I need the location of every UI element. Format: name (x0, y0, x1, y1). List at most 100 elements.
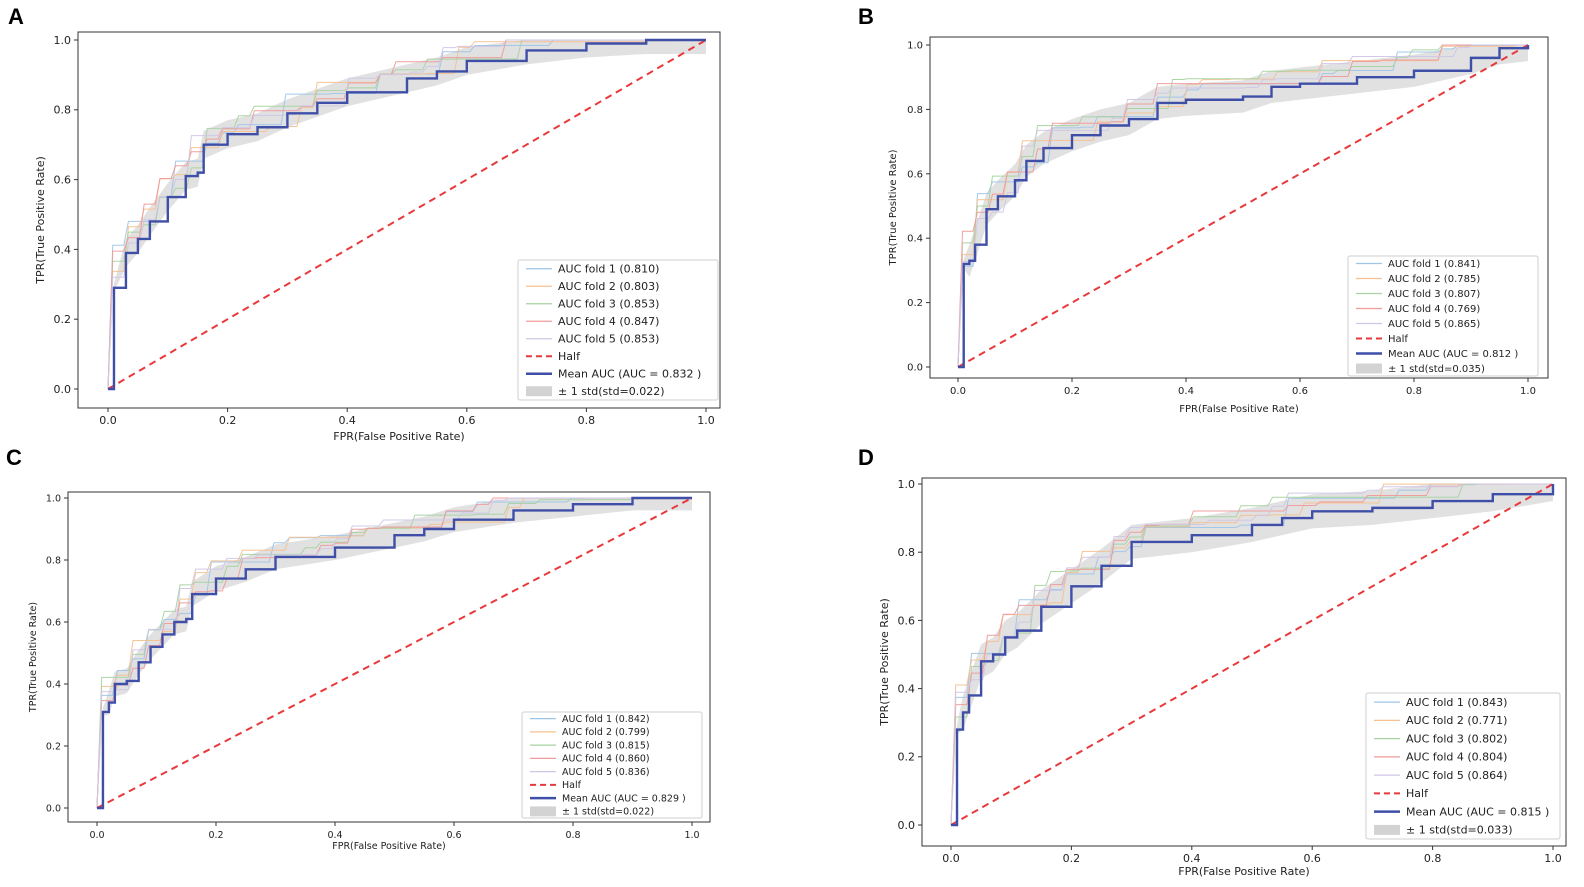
y-tick-label: 0.0 (46, 803, 61, 814)
legend-label: AUC fold 4 (0.860) (562, 754, 650, 765)
y-tick-label: 0.6 (46, 617, 61, 628)
mean-roc-curve (958, 45, 1530, 369)
fold-curve-3 (950, 483, 1553, 826)
y-tick-label: 0.0 (907, 363, 923, 374)
x-tick-label: 0.6 (1292, 386, 1308, 397)
x-tick-label: 0.8 (578, 414, 596, 427)
x-tick-label: 0.6 (1303, 852, 1321, 865)
legend-label: Half (562, 780, 582, 791)
x-tick-label: 0.2 (219, 414, 237, 427)
x-tick-label: 0.4 (1178, 386, 1194, 397)
legend-label: AUC fold 5 (0.853) (558, 333, 659, 346)
panel-label: B (858, 4, 874, 29)
legend-label: ± 1 std(std=0.033) (1406, 824, 1513, 837)
y-tick-label: 0.8 (54, 104, 72, 117)
y-axis-label: TPR(True Positive Rate) (28, 602, 39, 713)
legend-label: Half (1406, 787, 1429, 800)
x-tick-label: 0.4 (1183, 852, 1201, 865)
y-tick-label: 0.2 (54, 313, 72, 326)
legend-label: ± 1 std(std=0.022) (562, 807, 654, 818)
y-axis-label: TPR(True Positive Rate) (878, 598, 891, 727)
x-tick-label: 0.2 (208, 830, 223, 841)
half-diagonal (957, 44, 1529, 368)
y-tick-label: 0.2 (907, 298, 923, 309)
y-tick-label: 0.4 (907, 234, 923, 245)
y-tick-label: 0.6 (54, 173, 72, 186)
legend-label: AUC fold 2 (0.771) (1406, 714, 1507, 727)
y-tick-label: 0.8 (46, 555, 61, 566)
legend-swatch (1356, 363, 1382, 374)
y-tick-label: 0.4 (46, 679, 61, 690)
legend-label: Half (558, 350, 581, 363)
legend-label: Half (1388, 334, 1408, 345)
legend-label: AUC fold 3 (0.807) (1388, 289, 1480, 300)
y-tick-label: 0.0 (54, 383, 72, 396)
x-tick-label: 0.0 (950, 386, 966, 397)
fold-curve-5 (950, 483, 1553, 826)
x-tick-label: 1.0 (1544, 852, 1562, 865)
x-tick-label: 1.0 (697, 414, 715, 427)
half-diagonal (950, 483, 1554, 826)
legend-label: AUC fold 4 (0.769) (1388, 304, 1480, 315)
fold-curve-4 (957, 44, 1528, 368)
x-tick-label: 0.4 (338, 414, 356, 427)
fold-curve-2 (950, 483, 1553, 826)
legend-box (521, 711, 703, 819)
panel-label: A (8, 4, 24, 29)
legend-swatch (526, 386, 552, 397)
y-tick-label: 0.6 (907, 169, 923, 180)
legend-label: AUC fold 2 (0.803) (558, 280, 659, 293)
half-diagonal (107, 39, 707, 390)
legend-label: AUC fold 3 (0.802) (1406, 732, 1507, 745)
x-tick-label: 0.2 (1063, 852, 1081, 865)
legend-label: Mean AUC (AUC = 0.815 ) (1406, 805, 1549, 818)
y-tick-label: 0.4 (54, 243, 72, 256)
x-tick-label: 0.0 (942, 852, 960, 865)
mean-roc-curve (108, 38, 706, 391)
roc-panel-c: C 0.0 0.0 0.2 0.2 0.4 0.4 0.6 0.6 0.8 0.8 1.0 1.0 FPR… (6, 445, 711, 852)
panel-label: D (858, 445, 874, 470)
x-axis-label: FPR(False Positive Rate) (1178, 865, 1309, 878)
y-tick-label: 0.2 (46, 741, 61, 752)
y-tick-label: 0.8 (907, 105, 923, 116)
legend-label: Mean AUC (AUC = 0.812 ) (1388, 349, 1518, 360)
fold-curve-5 (957, 44, 1528, 368)
half-diagonal (96, 497, 693, 809)
y-tick-label: 1.0 (54, 34, 72, 47)
y-axis-label: TPR(True Positive Rate) (888, 149, 899, 266)
fold-curve-5 (107, 39, 706, 390)
legend-label: AUC fold 1 (0.842) (562, 714, 650, 725)
x-tick-label: 0.4 (327, 830, 342, 841)
legend-box (1347, 255, 1539, 377)
x-tick-label: 0.0 (89, 830, 104, 841)
legend-swatch (1374, 824, 1400, 835)
roc-panel-d: D 0.0 0.0 0.2 0.2 0.4 0.4 0.6 0.6 0.8 0.8 1.0 1.0 FPR… (858, 445, 1567, 878)
roc-panel-a: A 0.0 0.0 0.2 0.2 0.4 0.4 0.6 0.6 0.8 0.8 1.0 1.0 FPR… (8, 4, 721, 443)
legend-label: AUC fold 5 (0.865) (1388, 319, 1480, 330)
legend-box (1365, 692, 1561, 840)
y-tick-label: 0.0 (898, 819, 916, 832)
fold-curve-5 (96, 497, 692, 809)
roc-panel-b: B 0.0 0.0 0.2 0.2 0.4 0.4 0.6 0.6 0.8 0.8 1.0 1.0 FPR… (858, 4, 1549, 415)
x-axis-label: FPR(False Positive Rate) (333, 430, 464, 443)
x-tick-label: 0.8 (1424, 852, 1442, 865)
x-tick-label: 0.6 (446, 830, 461, 841)
x-tick-label: 0.6 (458, 414, 476, 427)
mean-roc-curve (951, 484, 1555, 827)
legend-box (517, 259, 719, 401)
legend-label: ± 1 std(std=0.022) (558, 385, 665, 398)
y-tick-label: 0.4 (898, 682, 916, 695)
y-tick-label: 0.2 (898, 751, 916, 764)
legend-label: AUC fold 5 (0.864) (1406, 769, 1507, 782)
legend-label: ± 1 std(std=0.035) (1388, 364, 1485, 375)
y-tick-label: 1.0 (907, 41, 923, 52)
y-tick-label: 1.0 (898, 478, 916, 491)
legend-label: Mean AUC (AUC = 0.832 ) (558, 368, 701, 381)
legend-label: AUC fold 4 (0.804) (1406, 751, 1507, 764)
y-tick-label: 0.6 (898, 614, 916, 627)
x-tick-label: 1.0 (1520, 386, 1536, 397)
fold-curve-3 (96, 497, 692, 809)
panel-label: C (6, 445, 22, 470)
x-tick-label: 0.0 (99, 414, 117, 427)
